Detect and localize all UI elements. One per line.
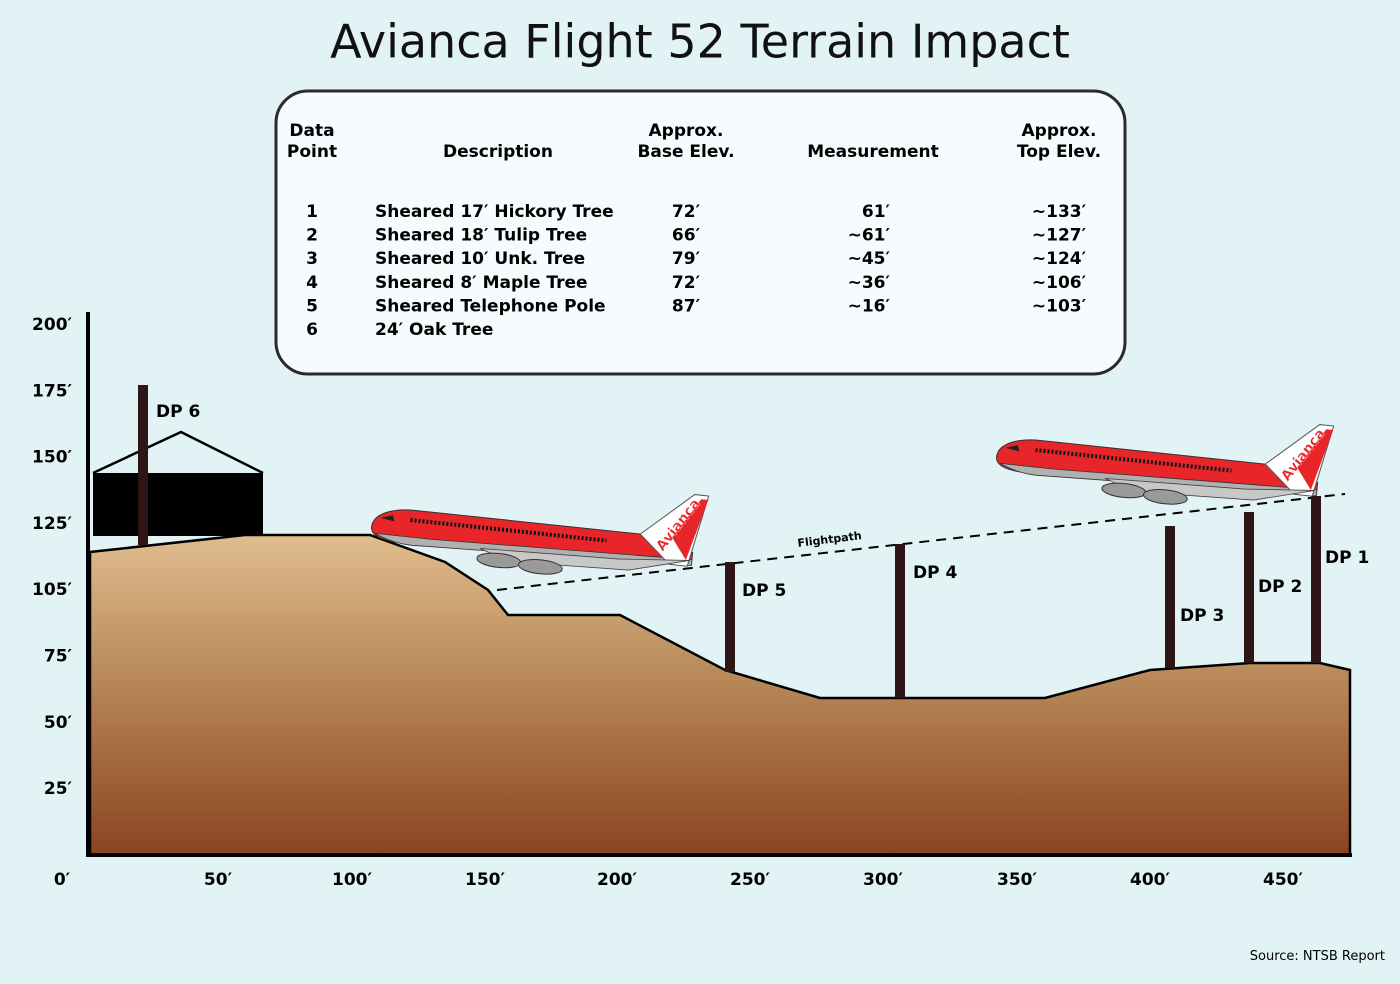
pole-label: DP 5 <box>742 581 786 601</box>
x-tick-label: 0′ <box>54 870 71 890</box>
plane-part <box>374 532 693 567</box>
pole <box>1165 526 1175 668</box>
table-cell: ~36′ <box>848 273 891 293</box>
plane-part <box>517 559 563 575</box>
plane-part <box>410 518 607 543</box>
table-cell: Sheared 17′ Hickory Tree <box>375 202 614 222</box>
y-tick-label: 105′ <box>32 580 72 600</box>
x-tick-label: 200′ <box>597 870 637 890</box>
y-tick-label: 125′ <box>32 514 72 534</box>
pole-label: DP 1 <box>1325 548 1369 568</box>
x-tick-label: 100′ <box>332 870 372 890</box>
pole <box>725 562 735 672</box>
table-header: Approx. <box>1022 121 1097 141</box>
table-cell: 1 <box>306 202 318 222</box>
table-cell: 79′ <box>672 249 701 269</box>
x-tick-label: 450′ <box>1263 870 1303 890</box>
table-cell: 61′ <box>862 202 891 222</box>
title: Avianca Flight 52 Terrain Impact <box>330 15 1070 69</box>
plane-part <box>672 499 709 561</box>
plane-part <box>999 462 1318 497</box>
table-cell: ~127′ <box>1032 226 1087 246</box>
plane-part <box>1297 429 1334 491</box>
table-cell: 72′ <box>672 273 701 293</box>
plane-part <box>380 515 395 522</box>
flightpath <box>496 493 1346 591</box>
table-cell: ~61′ <box>848 226 891 246</box>
pole <box>138 385 148 545</box>
pole-label: DP 2 <box>1258 577 1302 597</box>
table-header: Measurement <box>807 142 939 162</box>
x-tick-label: 150′ <box>465 870 505 890</box>
roof <box>92 430 264 475</box>
table-cell: 24′ Oak Tree <box>375 320 493 340</box>
table-cell: ~16′ <box>848 296 891 316</box>
pole-label: DP 4 <box>913 563 957 583</box>
table-header: Description <box>443 142 553 162</box>
table-cell: ~103′ <box>1032 296 1087 316</box>
table-cell: Sheared 8′ Maple Tree <box>375 273 588 293</box>
airplane: Avianca <box>371 494 710 575</box>
x-tick-label: 50′ <box>204 870 233 890</box>
table-header: Data <box>289 121 334 141</box>
table-cell: ~45′ <box>848 249 891 269</box>
table-cell: 66′ <box>672 226 701 246</box>
table-header: Base Elev. <box>637 142 734 162</box>
table-box <box>274 89 1127 376</box>
table-cell: ~106′ <box>1032 273 1087 293</box>
pole <box>1311 496 1321 663</box>
x-tick-label: 350′ <box>997 870 1037 890</box>
pole <box>895 544 905 698</box>
plane-part <box>1035 448 1232 473</box>
table-cell: ~124′ <box>1032 249 1087 269</box>
y-tick-label: 150′ <box>32 448 72 468</box>
pole <box>1244 512 1254 663</box>
source: Source: NTSB Report <box>1250 949 1385 964</box>
x-tick-label: 250′ <box>730 870 770 890</box>
x-tick-label: 400′ <box>1130 870 1170 890</box>
building <box>93 473 263 536</box>
y-tick-label: 50′ <box>44 713 73 733</box>
x-tick-label: 300′ <box>863 870 903 890</box>
y-tick-label: 175′ <box>32 381 72 401</box>
table-cell: 2 <box>306 226 318 246</box>
y-tick-label: 75′ <box>44 647 73 667</box>
table-cell: 5 <box>306 296 318 316</box>
table-cell: Sheared 18′ Tulip Tree <box>375 226 587 246</box>
y-tick-label: 25′ <box>44 779 73 799</box>
table-cell: 72′ <box>672 202 701 222</box>
table-cell: ~133′ <box>1032 202 1087 222</box>
pole-label: DP 3 <box>1180 606 1224 626</box>
table-cell: 4 <box>306 273 318 293</box>
table-cell: 3 <box>306 249 318 269</box>
terrain <box>88 533 1352 857</box>
table-cell: Sheared Telephone Pole <box>375 296 606 316</box>
airplane: Avianca <box>996 424 1335 505</box>
table-cell: 6 <box>306 320 318 340</box>
table-header: Approx. <box>649 121 724 141</box>
plane-part <box>1005 445 1020 452</box>
pole-label: DP 6 <box>156 402 200 422</box>
table-cell: 87′ <box>672 296 701 316</box>
y-tick-label: 200′ <box>32 315 72 335</box>
plane-part <box>1142 489 1188 505</box>
table-header: Top Elev. <box>1017 142 1101 162</box>
table-cell: Sheared 10′ Unk. Tree <box>375 249 585 269</box>
table-header: Point <box>287 142 337 162</box>
